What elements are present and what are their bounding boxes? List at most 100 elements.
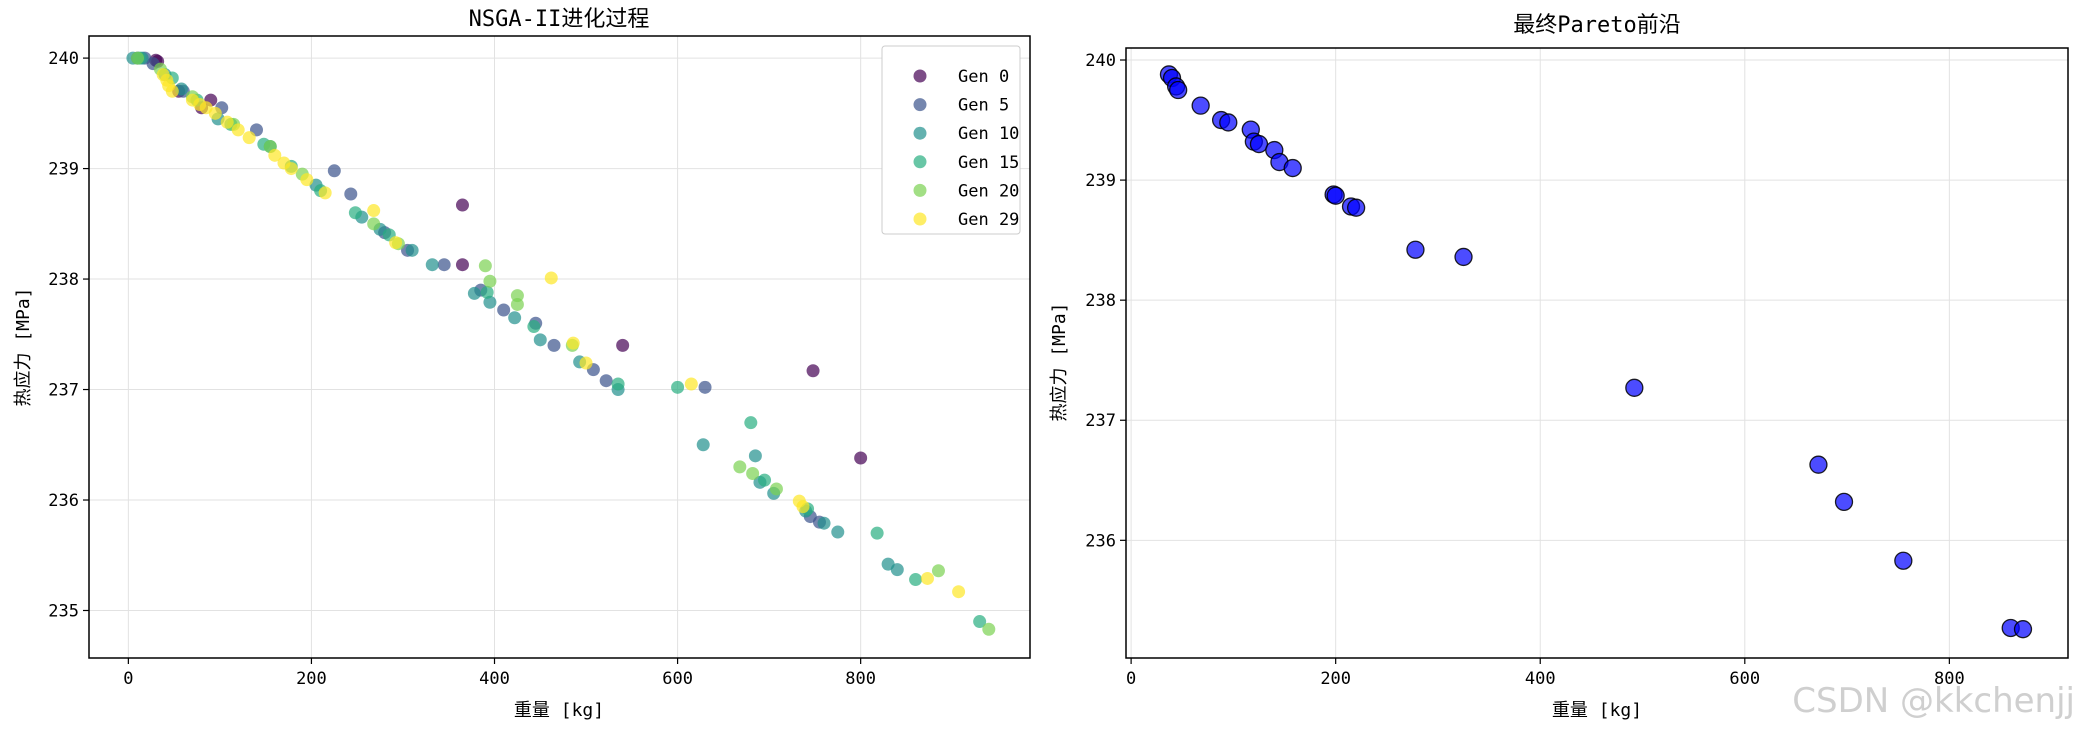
pareto-point <box>1625 378 1644 397</box>
evolution-series-5 <box>156 68 966 599</box>
evolution-point <box>696 438 710 452</box>
evolution-y-tick-label: 237 <box>48 381 79 401</box>
evolution-plot-frame <box>88 35 1031 659</box>
evolution-point <box>817 516 831 530</box>
evolution-y-axis-label: 热应力 [MPa] <box>13 287 34 406</box>
evolution-point <box>131 51 145 65</box>
evolution-point <box>796 500 810 514</box>
legend-marker <box>913 155 927 169</box>
evolution-point <box>831 525 845 539</box>
evolution-point <box>733 460 747 474</box>
evolution-point <box>746 466 760 480</box>
evolution-point <box>671 380 685 394</box>
evolution-point <box>533 333 547 347</box>
pareto-x-axis-label: 重量 [kg] <box>1552 700 1642 721</box>
evolution-point <box>220 115 234 129</box>
evolution-point <box>268 148 282 162</box>
pareto-point <box>1894 551 1913 570</box>
evolution-point <box>973 615 987 629</box>
evolution-x-tick-label: 200 <box>296 669 327 689</box>
evolution-point <box>318 186 332 200</box>
pareto-grid <box>1126 48 2068 658</box>
evolution-point <box>455 198 469 212</box>
evolution-y-tick-label: 238 <box>48 270 79 290</box>
evolution-series-3 <box>132 51 987 629</box>
evolution-point <box>909 573 923 587</box>
evolution-point <box>405 243 419 257</box>
pareto-point <box>1219 113 1238 132</box>
pareto-y-tick-label: 240 <box>1085 51 1116 71</box>
evolution-point <box>920 571 934 585</box>
pareto-point <box>1809 455 1828 474</box>
legend-marker <box>913 183 927 197</box>
evolution-point <box>931 564 945 578</box>
evolution-point <box>483 295 497 309</box>
legend-label: Gen 10 <box>958 124 1019 144</box>
pareto-x-tick-label: 600 <box>1729 669 1760 689</box>
legend-label: Gen 20 <box>958 181 1019 201</box>
pareto-point <box>1283 158 1302 178</box>
pareto-x-tick-label: 0 <box>1126 669 1136 689</box>
evolution-point <box>952 585 966 599</box>
evolution-point <box>566 336 580 350</box>
evolution-point <box>478 259 492 273</box>
evolution-x-tick-label: 400 <box>479 669 510 689</box>
evolution-point <box>769 482 783 496</box>
evolution-point <box>758 473 772 487</box>
pareto-plot-frame <box>1125 47 2069 659</box>
evolution-y-tick-label: 239 <box>48 160 79 180</box>
evolution-x-tick-label: 600 <box>662 669 693 689</box>
evolution-point <box>208 106 222 120</box>
pareto-point <box>1326 186 1345 205</box>
evolution-point <box>698 380 712 394</box>
pareto-series-0 <box>1159 65 2033 639</box>
evolution-point <box>231 123 245 137</box>
evolution-point <box>611 377 625 391</box>
evolution-point <box>425 258 439 272</box>
evolution-point <box>327 164 341 178</box>
pareto-y-axis-label: 热应力 [MPa] <box>1049 302 1070 421</box>
evolution-point <box>854 451 868 465</box>
pareto-y-tick-label: 239 <box>1085 171 1116 191</box>
evolution-point <box>806 364 820 378</box>
pareto-y-tick-label: 238 <box>1085 291 1116 311</box>
pareto-point <box>1191 96 1210 115</box>
evolution-point <box>870 526 884 540</box>
legend-marker <box>913 126 927 140</box>
evolution-y-tick-label: 240 <box>48 49 79 69</box>
evolution-point <box>284 162 298 176</box>
evolution-point <box>367 217 381 231</box>
evolution-point <box>744 416 758 430</box>
evolution-point <box>483 274 497 288</box>
evolution-chart-title: NSGA-II进化过程 <box>469 7 650 32</box>
evolution-point <box>982 622 996 636</box>
evolution-point <box>510 297 524 311</box>
pareto-point <box>2013 620 2033 639</box>
pareto-y-tick-label: 237 <box>1085 411 1116 431</box>
evolution-point <box>480 285 494 299</box>
evolution-point <box>348 206 362 220</box>
evolution-y-tick-label: 236 <box>48 491 79 511</box>
evolution-point <box>389 236 403 250</box>
evolution-x-axis-label: 重量 [kg] <box>514 700 604 721</box>
evolution-point <box>890 563 904 577</box>
pareto-point <box>1454 247 1473 267</box>
evolution-point <box>579 356 593 370</box>
evolution-legend: Gen 0 Gen 5 Gen 10 Gen 15 Gen 20 Gen 29 <box>881 45 1021 235</box>
evolution-x-tick-label: 800 <box>845 669 876 689</box>
pareto-point <box>1169 80 1188 100</box>
evolution-point <box>242 131 256 145</box>
evolution-series-0 <box>149 53 868 465</box>
legend-label: Gen 0 <box>958 67 1009 87</box>
evolution-point <box>527 320 541 334</box>
legend-label: Gen 15 <box>958 153 1019 173</box>
legend-label: Gen 29 <box>958 210 1019 230</box>
evolution-y-tick-label: 235 <box>48 601 79 621</box>
legend-marker <box>913 69 927 83</box>
evolution-points <box>126 51 996 636</box>
evolution-point <box>497 303 511 317</box>
evolution-point <box>616 338 630 352</box>
legend-label: Gen 5 <box>958 96 1009 116</box>
evolution-point <box>165 84 179 98</box>
